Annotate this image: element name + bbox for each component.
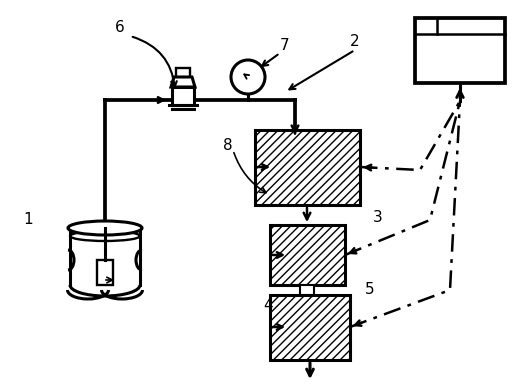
Text: 8: 8 — [223, 137, 233, 152]
Circle shape — [231, 60, 265, 94]
Text: 7: 7 — [280, 38, 290, 53]
Bar — [415, 18, 505, 83]
Text: 1: 1 — [23, 212, 33, 227]
Ellipse shape — [68, 221, 142, 235]
Bar — [172, 87, 194, 105]
Text: 5: 5 — [365, 283, 375, 298]
Bar — [176, 68, 190, 80]
Ellipse shape — [70, 231, 140, 241]
Bar — [270, 295, 350, 360]
Text: 4: 4 — [263, 298, 273, 313]
Bar — [255, 130, 360, 205]
Bar — [270, 225, 345, 285]
Bar — [97, 260, 113, 285]
Polygon shape — [171, 77, 195, 87]
Bar — [300, 285, 314, 295]
Text: 6: 6 — [115, 20, 125, 35]
Text: 3: 3 — [373, 210, 383, 225]
Text: 2: 2 — [350, 35, 360, 50]
